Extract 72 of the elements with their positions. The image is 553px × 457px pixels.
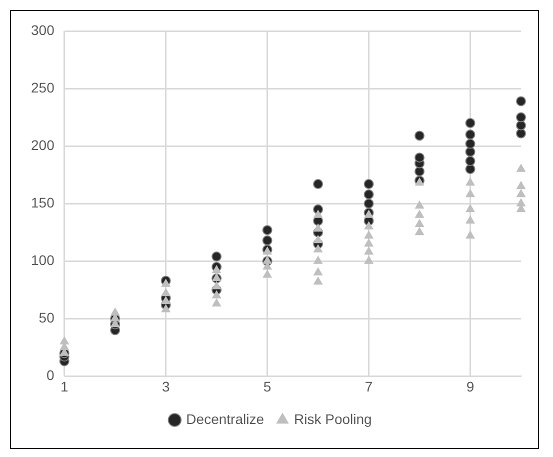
point — [415, 210, 424, 218]
point — [262, 256, 272, 264]
point — [466, 204, 475, 212]
point — [516, 128, 526, 138]
point — [314, 268, 322, 276]
point — [161, 279, 170, 287]
point — [262, 270, 272, 278]
point — [314, 276, 322, 285]
point — [364, 246, 374, 255]
point — [212, 265, 221, 274]
point — [415, 219, 424, 228]
point — [364, 238, 374, 247]
point — [161, 304, 170, 312]
y-tick-label: 0 — [46, 367, 55, 384]
point — [161, 288, 170, 296]
y-tick-label: 200 — [31, 136, 55, 153]
point — [414, 130, 425, 141]
point — [161, 296, 170, 304]
y-tick-label: 150 — [31, 194, 55, 210]
point — [516, 198, 526, 206]
point — [364, 179, 374, 190]
point — [466, 216, 475, 224]
chart-frame: Decentralize Risk Pooling 1 3 5 7 9 0 50 100 150 200 250 300 — [10, 10, 539, 449]
point — [364, 189, 374, 200]
point — [466, 230, 475, 239]
point — [364, 198, 374, 209]
point — [60, 336, 69, 344]
point — [262, 225, 272, 236]
point — [466, 178, 475, 186]
point — [364, 210, 374, 218]
point — [364, 256, 374, 264]
point — [516, 112, 526, 122]
point — [262, 235, 272, 246]
x-tick-label: 7 — [364, 378, 373, 394]
y-tick-label: 250 — [31, 79, 55, 96]
point — [313, 179, 324, 190]
point — [314, 210, 322, 218]
point — [314, 256, 322, 264]
point — [414, 166, 425, 176]
x-tick-label: 5 — [263, 378, 272, 394]
point — [364, 230, 374, 239]
point — [314, 224, 322, 232]
x-tick-label: 3 — [162, 378, 170, 394]
point — [465, 130, 476, 140]
point — [465, 164, 476, 174]
y-tick-label: 300 — [31, 22, 55, 38]
point — [465, 118, 476, 128]
y-tick-label: 100 — [31, 252, 55, 268]
y-tick-label: 50 — [38, 310, 55, 326]
point — [516, 181, 526, 190]
point — [212, 252, 222, 262]
point — [466, 189, 475, 198]
legend-label: Decentralize — [186, 410, 264, 427]
point — [415, 227, 424, 236]
legend-label: Risk Pooling — [294, 410, 372, 427]
x-tick-label: 9 — [466, 378, 474, 394]
point — [364, 222, 374, 230]
point — [110, 308, 120, 316]
point — [212, 290, 221, 298]
point — [465, 156, 476, 166]
x-tick-label: 1 — [60, 378, 68, 394]
point — [414, 152, 425, 163]
point — [465, 138, 476, 149]
point — [314, 244, 322, 252]
point — [415, 200, 424, 209]
point — [516, 120, 526, 130]
point — [212, 298, 221, 306]
point — [516, 189, 526, 198]
point — [516, 96, 526, 106]
point — [212, 281, 221, 290]
point — [516, 164, 526, 172]
point — [314, 235, 322, 244]
